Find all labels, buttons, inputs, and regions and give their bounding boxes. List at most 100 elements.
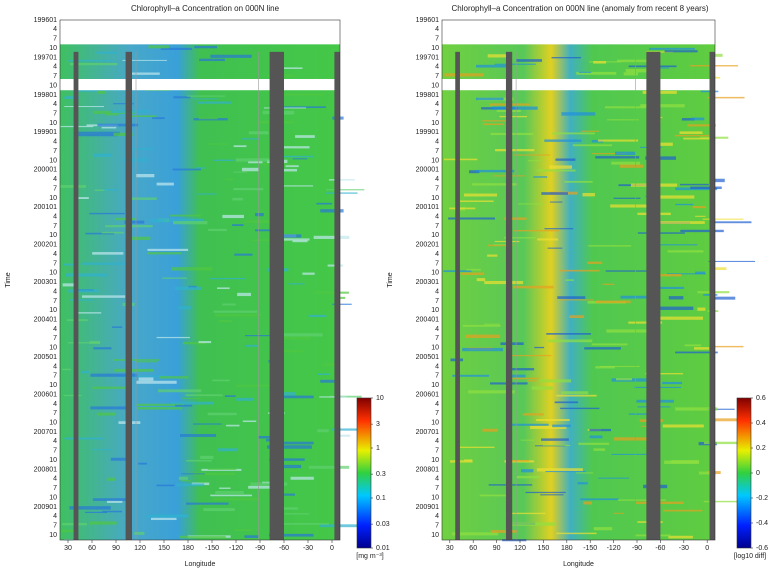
heatmap-texture [288,283,305,285]
heatmap-texture [695,271,706,275]
x-tick-label: 30 [446,545,454,552]
y-tick-label: 200001 [34,167,57,174]
heatmap-texture [664,460,700,464]
heatmap-texture [111,326,123,328]
y-tick-label: 199701 [34,54,57,61]
x-tick-label: 60 [88,545,96,552]
heatmap-texture [541,192,568,195]
heatmap-texture [157,218,205,222]
heatmap-texture [192,423,222,425]
heatmap-texture [675,407,718,411]
heatmap-texture [637,232,686,234]
y-tick-label: 4 [53,476,57,483]
heatmap-texture [655,142,673,146]
y-tick-label: 7 [435,223,439,230]
heatmap-texture [503,237,536,239]
heatmap-texture [152,514,189,517]
heatmap-texture [531,386,553,390]
heatmap-texture [695,215,706,217]
heatmap-texture [254,229,280,232]
heatmap-texture [683,137,714,140]
y-tick-label: 4 [53,288,57,295]
heatmap-texture [172,168,201,171]
heatmap-texture [60,185,87,188]
colorbar-tick-label: -0.2 [756,495,768,502]
y-tick-label: 4 [53,513,57,520]
heatmap-texture [545,470,586,473]
x-tick-label: 90 [493,545,501,552]
heatmap-texture [628,321,663,324]
y-tick-label: 200101 [416,204,439,211]
heatmap-texture [702,218,744,220]
heatmap-texture [244,220,276,224]
heatmap-texture [183,341,207,345]
heatmap-texture [611,453,657,455]
heatmap-texture [137,406,183,410]
y-tick-label: 7 [435,185,439,192]
heatmap-texture [198,341,212,344]
heatmap-texture [490,530,518,533]
y-tick-label: 4 [53,401,57,408]
heatmap-texture [313,291,349,294]
heatmap-texture [628,413,652,415]
heatmap-texture [569,315,585,319]
heatmap-texture [319,524,362,528]
heatmap-texture [451,532,499,536]
heatmap-texture [278,168,297,172]
heatmap-texture [525,491,566,494]
heatmap-texture [173,221,208,225]
heatmap-texture [687,124,716,127]
heatmap-texture [580,498,619,501]
heatmap-texture [85,511,108,514]
heatmap-texture [156,484,175,487]
heatmap-texture [706,96,745,99]
heatmap-texture [462,347,504,352]
y-tick-label: 4 [435,213,439,220]
heatmap-texture [207,143,229,145]
heatmap-texture [275,333,323,337]
heatmap-texture [180,434,217,437]
heatmap-texture [67,342,101,344]
heatmap-texture [136,380,177,384]
heatmap-texture [466,268,481,271]
land-mask [269,51,284,540]
heatmap-texture [651,195,695,199]
heatmap-texture [89,340,101,344]
chart-title: Chlorophyll–a Concentration on 000N line [131,4,280,13]
heatmap-texture [320,379,336,383]
heatmap-texture [118,375,166,378]
heatmap-texture [185,394,223,397]
heatmap-texture [512,377,539,380]
heatmap-texture [559,299,594,301]
heatmap-texture [593,448,606,451]
heatmap-texture [308,314,327,318]
heatmap-texture [591,139,604,143]
heatmap-texture [276,395,314,399]
heatmap-texture [250,482,288,486]
x-tick-label: -90 [632,545,642,552]
heatmap-texture [124,220,145,224]
heatmap-texture [278,185,314,187]
heatmap-texture [186,459,212,462]
heatmap-texture [693,347,710,350]
heatmap-texture [308,465,350,469]
heatmap-texture [207,468,237,471]
heatmap-texture [714,296,736,300]
colorbar-tick-label: 0.3 [376,471,386,478]
heatmap-texture [61,529,74,533]
heatmap-texture [180,479,192,482]
y-tick-label: 10 [431,494,439,501]
x-tick-label: -60 [279,545,289,552]
y-tick-label: 200001 [416,167,439,174]
heatmap-texture [210,494,253,497]
y-tick-label: 7 [435,373,439,380]
heatmap-texture [207,412,237,416]
y-tick-label: 7 [53,485,57,492]
colorbar-tick-label: -0.4 [756,520,768,527]
data-gap [60,78,340,91]
heatmap-texture [684,344,702,347]
heatmap-field [442,44,715,540]
y-tick-label: 10 [49,419,57,426]
heatmap-texture [617,499,666,501]
heatmap-texture [273,441,314,445]
